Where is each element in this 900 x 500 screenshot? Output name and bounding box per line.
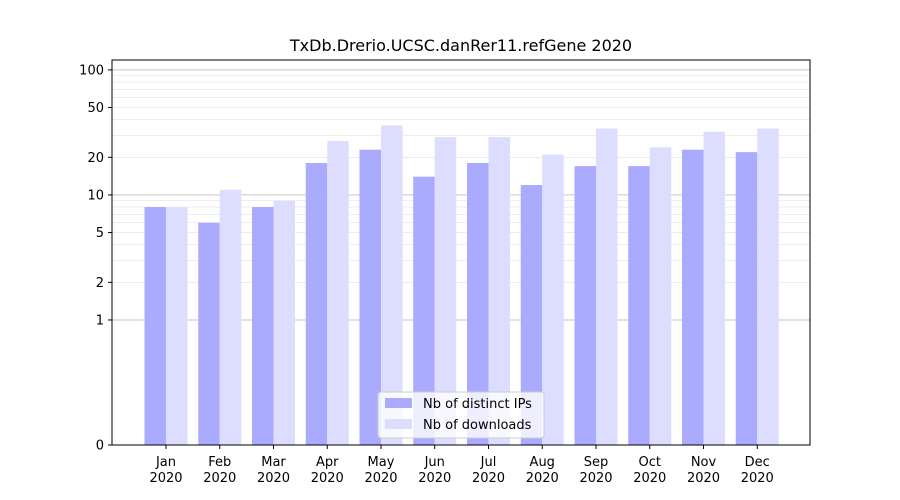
x-tick-label: Aug 2020 (526, 455, 559, 486)
bar-distinct-ips (198, 222, 220, 445)
bar-downloads (327, 140, 349, 445)
bar-distinct-ips (682, 149, 704, 446)
bar-distinct-ips (574, 166, 596, 445)
x-tick-label: Oct 2020 (633, 455, 666, 486)
x-tick-label: Nov 2020 (687, 455, 720, 486)
x-tick-label: Dec 2020 (741, 455, 774, 486)
y-axis: 0 1 2 5 10 20 50 100 (79, 63, 112, 454)
bar-distinct-ips (520, 185, 543, 445)
legend-label-distinct-ips: Nb of distinct IPs (423, 397, 532, 412)
x-tick-label: Jun 2020 (418, 455, 451, 486)
x-axis: Jan 2020 Feb 2020 Mar 2020 Apr 2020 May 2020 Jun 20… (149, 445, 774, 486)
legend-swatch-distinct-ips (385, 398, 412, 408)
bar-distinct-ips (735, 152, 758, 445)
plot-frame (111, 59, 811, 446)
bar-downloads (542, 154, 564, 446)
y-tick-label: 100 (79, 63, 104, 78)
bar-downloads (219, 189, 242, 445)
legend-swatch-downloads (385, 419, 412, 429)
x-tick-label: Mar 2020 (257, 455, 290, 486)
x-tick-label: Jan 2020 (149, 455, 182, 486)
y-tick-label: 50 (87, 101, 104, 116)
bar-downloads (381, 125, 403, 445)
bar-distinct-ips (413, 176, 435, 445)
x-tick-label: Sep 2020 (579, 455, 612, 486)
x-tick-label: Apr 2020 (311, 455, 344, 486)
legend-label-downloads: Nb of downloads (423, 418, 532, 433)
y-tick-label: 2 (96, 276, 104, 291)
y-tick-label: 20 (87, 151, 104, 166)
chart-title: TxDb.Drerio.UCSC.danRer11.refGene 2020 (289, 36, 632, 55)
bars (144, 125, 779, 446)
bar-downloads (703, 131, 725, 445)
bar-distinct-ips (252, 207, 274, 445)
bar-distinct-ips (628, 166, 650, 445)
y-tick-label: 10 (87, 188, 104, 203)
bar-downloads (596, 128, 618, 445)
y-tick-label: 0 (96, 439, 104, 454)
bar-downloads (488, 137, 510, 445)
bar-distinct-ips (144, 207, 166, 445)
y-tick-label: 1 (96, 313, 104, 328)
bar-distinct-ips (359, 149, 381, 446)
bar-downloads (166, 207, 188, 445)
bar-distinct-ips (467, 163, 489, 445)
x-tick-label: Jul 2020 (472, 455, 505, 486)
x-tick-label: Feb 2020 (203, 455, 236, 486)
bar-distinct-ips (305, 163, 328, 445)
legend: Nb of distinct IPs Nb of downloads (377, 391, 545, 439)
bar-downloads (649, 147, 672, 446)
legend-box (377, 391, 545, 439)
y-tick-label: 5 (96, 226, 104, 241)
bar-downloads (757, 128, 779, 445)
x-tick-label: May 2020 (364, 455, 397, 486)
bar-downloads (273, 200, 295, 445)
bar-downloads (434, 137, 457, 445)
